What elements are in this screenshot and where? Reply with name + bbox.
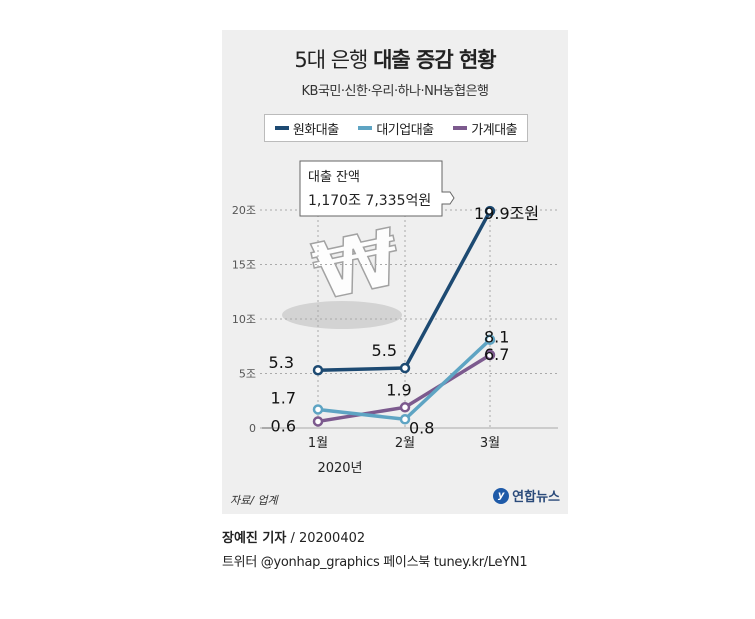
y-tick-label: 0	[249, 422, 256, 435]
data-label: 19.9조원	[474, 204, 539, 223]
balance-callout: 대출 잔액 1,170조 7,335억원	[299, 160, 455, 217]
source-note: 자료/ 업계	[230, 494, 278, 507]
title-prefix: 5대 은행	[294, 48, 368, 72]
legend-swatch-won	[274, 126, 289, 130]
x-sublabel: 2020년	[317, 461, 362, 476]
y-tick-label: 15조	[232, 259, 256, 272]
legend-swatch-corporate	[358, 126, 373, 130]
data-point	[312, 364, 324, 376]
chart-plot: ₩ 0 5조 10조 15조 20조 1월 2월 3월 2020년 5.3 5.5 19.9조원 1.…	[232, 160, 558, 476]
legend-item-household: 가계대출	[453, 119, 518, 138]
infographic-card: 5대 은행 대출 증감 현황 KB국민·신한·우리·하나·NH농협은행 원화대출…	[222, 30, 568, 514]
y-tick-label: 20조	[232, 204, 256, 217]
data-label: 1.9	[386, 380, 411, 399]
legend-swatch-household	[453, 126, 468, 130]
chart-title: 5대 은행 대출 증감 현황	[222, 44, 568, 74]
data-label: 5.5	[372, 341, 397, 360]
data-point	[484, 205, 496, 217]
chart-subtitle: KB국민·신한·우리·하나·NH농협은행	[301, 84, 490, 99]
data-point	[312, 416, 324, 427]
callout-line1: 대출 잔액	[308, 170, 360, 185]
data-label: 1.7	[271, 388, 296, 407]
y-tick-label: 5조	[239, 368, 256, 381]
data-label: 0.6	[271, 416, 296, 435]
social-links: 트위터 @yonhap_graphics 페이스북 tuney.kr/LeYN1	[222, 555, 528, 570]
legend-item-corporate: 대기업대출	[358, 119, 434, 138]
grid-layer	[260, 209, 558, 429]
yonhap-logo-text: 연합뉴스	[512, 490, 560, 505]
data-point	[484, 334, 496, 345]
data-label: 6.7	[484, 345, 509, 364]
data-label: 0.8	[409, 418, 434, 437]
yonhap-logo: y 연합뉴스	[493, 486, 560, 505]
data-point	[399, 402, 411, 413]
won-sign-illustration: ₩	[282, 212, 409, 329]
data-label: 8.1	[484, 328, 509, 347]
x-tick-label: 1월	[308, 436, 328, 451]
author-credit: 장예진 기자 / 20200402	[222, 527, 365, 546]
legend-item-won: 원화대출	[274, 119, 339, 138]
data-point	[312, 404, 324, 415]
y-tick-label: 10조	[232, 313, 256, 326]
yonhap-logo-icon: y	[493, 487, 510, 504]
series-layer	[312, 205, 496, 427]
data-point	[484, 349, 496, 361]
won-glyph: ₩	[305, 213, 408, 319]
legend-label-household: 가계대출	[471, 122, 518, 138]
tick-layer: 0 5조 10조 15조 20조 1월 2월 3월 2020년	[232, 204, 500, 476]
chart-legend: 원화대출 대기업대출 가계대출	[264, 114, 528, 142]
x-tick-label: 2월	[395, 436, 415, 451]
author-name: 장예진 기자	[222, 531, 287, 546]
data-point	[399, 414, 411, 425]
data-point	[399, 362, 411, 374]
callout-line2: 1,170조 7,335억원	[308, 193, 431, 209]
publish-date: / 20200402	[286, 531, 366, 546]
legend-label-corporate: 대기업대출	[376, 122, 434, 138]
legend-label-won: 원화대출	[292, 122, 339, 138]
title-bold: 대출 증감 현황	[373, 48, 497, 72]
data-label: 5.3	[269, 353, 294, 372]
label-layer: 5.3 5.5 19.9조원 1.7 0.8 8.1 0.6 1.9 6.7	[262, 204, 539, 437]
won-shadow	[282, 301, 402, 329]
x-tick-label: 3월	[480, 436, 500, 451]
